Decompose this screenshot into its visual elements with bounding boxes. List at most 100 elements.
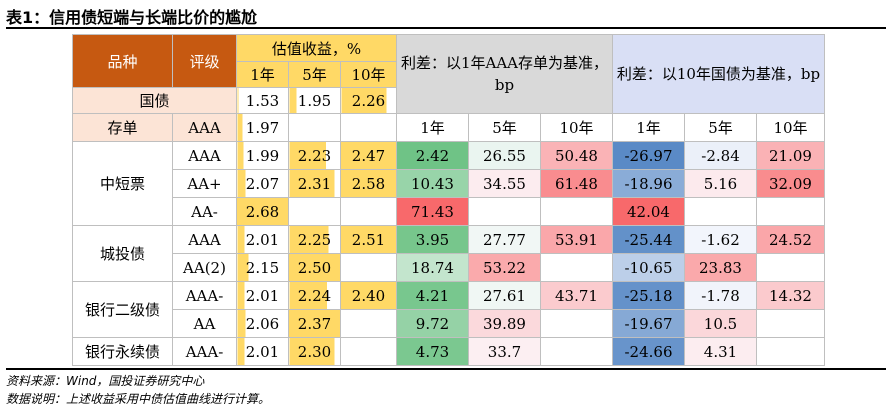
spread-cd-cell: 34.55 xyxy=(468,169,541,198)
spread-gov-cell: -2.84 xyxy=(684,141,757,170)
spread-cd-cell: 4.21 xyxy=(396,281,469,310)
rating-cell: AAA- xyxy=(172,337,237,366)
spread-gov-cell: -26.97 xyxy=(612,141,685,170)
spread-gov-term: 5年 xyxy=(684,113,757,142)
spread-table: 品种 评级 估值收益，% 利差：以1年AAA存单为基准，bp 利差：以10年国债为基准，… xyxy=(72,34,825,366)
spread-cd-term: 10年 xyxy=(540,113,613,142)
spread-cd-cell: 2.42 xyxy=(396,141,469,170)
cd-yield-empty xyxy=(340,113,397,142)
spread-gov-cell xyxy=(756,197,825,226)
spread-cd-cell: 27.61 xyxy=(468,281,541,310)
yield-cell xyxy=(340,197,397,226)
yield-cell: 2.31 xyxy=(288,169,341,198)
title-rule xyxy=(6,27,886,29)
data-note: 数据说明：上述收益采用中债估值曲线进行计算。 xyxy=(6,392,271,406)
spread-gov-cell: -1.62 xyxy=(684,225,757,254)
cd-rating: AAA xyxy=(172,113,237,142)
spread-gov-cell: 14.32 xyxy=(756,281,825,310)
spread-cd-cell: 27.77 xyxy=(468,225,541,254)
variety-label: 城投债 xyxy=(72,225,173,282)
variety-label: 中短票 xyxy=(72,141,173,226)
spread-cd-cell: 53.22 xyxy=(468,253,541,282)
spread-cd-cell: 50.48 xyxy=(540,141,613,170)
spread-cd-cell: 9.72 xyxy=(396,309,469,338)
variety-label: 银行二级债 xyxy=(72,281,173,338)
yield-cell xyxy=(340,253,397,282)
cd-yield-empty xyxy=(288,113,341,142)
source-note: 资料来源：Wind，国投证券研究中心 xyxy=(6,374,205,388)
yield-cell: 2.25 xyxy=(288,225,341,254)
cd-label: 存单 xyxy=(72,113,173,142)
spread-cd-term: 5年 xyxy=(468,113,541,142)
cd-yield: 1.97 xyxy=(236,113,289,142)
spread-gov-cell: -19.67 xyxy=(612,309,685,338)
header-spread-cd: 利差：以1年AAA存单为基准，bp xyxy=(396,34,613,114)
yield-cell: 2.15 xyxy=(236,253,289,282)
spread-cd-cell: 43.71 xyxy=(540,281,613,310)
rating-cell: AA(2) xyxy=(172,253,237,282)
spread-cd-cell: 39.89 xyxy=(468,309,541,338)
spread-gov-cell: -10.65 xyxy=(612,253,685,282)
spread-gov-cell: 24.52 xyxy=(756,225,825,254)
yield-cell: 2.01 xyxy=(236,225,289,254)
header-term: 10年 xyxy=(340,61,397,88)
gov-yield: 2.26 xyxy=(340,87,397,114)
spread-gov-cell: -18.96 xyxy=(612,169,685,198)
spread-cd-cell: 18.74 xyxy=(396,253,469,282)
yield-cell: 2.58 xyxy=(340,169,397,198)
yield-cell: 2.01 xyxy=(236,281,289,310)
spread-cd-cell: 53.91 xyxy=(540,225,613,254)
spread-gov-cell xyxy=(756,253,825,282)
spread-gov-cell: 21.09 xyxy=(756,141,825,170)
rating-cell: AA xyxy=(172,309,237,338)
rating-cell: AAA xyxy=(172,141,237,170)
yield-cell: 2.07 xyxy=(236,169,289,198)
spread-gov-cell: -24.66 xyxy=(612,337,685,366)
spread-gov-cell: -25.44 xyxy=(612,225,685,254)
rating-cell: AA+ xyxy=(172,169,237,198)
spread-gov-cell xyxy=(684,197,757,226)
spread-gov-cell: 42.04 xyxy=(612,197,685,226)
yield-cell: 2.40 xyxy=(340,281,397,310)
spread-gov-cell: 23.83 xyxy=(684,253,757,282)
yield-cell: 2.37 xyxy=(288,309,341,338)
spread-gov-cell: 32.09 xyxy=(756,169,825,198)
spread-cd-cell xyxy=(468,197,541,226)
spread-gov-term: 10年 xyxy=(756,113,825,142)
spread-cd-cell xyxy=(540,253,613,282)
header-yield: 估值收益，% xyxy=(236,34,397,62)
rating-cell: AAA xyxy=(172,225,237,254)
spread-gov-cell: 5.16 xyxy=(684,169,757,198)
yield-cell: 1.99 xyxy=(236,141,289,170)
yield-cell xyxy=(340,337,397,366)
spread-cd-cell xyxy=(540,197,613,226)
yield-cell: 2.50 xyxy=(288,253,341,282)
header-spread-gov: 利差：以10年国债为基准，bp xyxy=(612,34,825,114)
rating-cell: AAA- xyxy=(172,281,237,310)
yield-cell: 2.24 xyxy=(288,281,341,310)
yield-cell: 2.51 xyxy=(340,225,397,254)
spread-gov-cell xyxy=(756,309,825,338)
yield-cell: 2.30 xyxy=(288,337,341,366)
spread-cd-cell: 10.43 xyxy=(396,169,469,198)
spread-cd-cell: 4.73 xyxy=(396,337,469,366)
header-term: 5年 xyxy=(288,61,341,88)
spread-gov-cell: -1.78 xyxy=(684,281,757,310)
table-title: 表1：信用债短端与长端比价的尴尬 xyxy=(6,8,258,27)
yield-cell: 2.23 xyxy=(288,141,341,170)
yield-cell: 2.01 xyxy=(236,337,289,366)
variety-label: 银行永续债 xyxy=(72,337,173,366)
yield-cell xyxy=(340,309,397,338)
yield-cell: 2.47 xyxy=(340,141,397,170)
rating-cell: AA- xyxy=(172,197,237,226)
spread-gov-term: 1年 xyxy=(612,113,685,142)
header-term: 1年 xyxy=(236,61,289,88)
spread-cd-cell: 61.48 xyxy=(540,169,613,198)
header-variety: 品种 xyxy=(72,34,173,88)
spread-cd-cell xyxy=(540,309,613,338)
header-rating: 评级 xyxy=(172,34,237,88)
yield-cell xyxy=(288,197,341,226)
spread-gov-cell: 10.5 xyxy=(684,309,757,338)
spread-cd-cell: 26.55 xyxy=(468,141,541,170)
spread-gov-cell xyxy=(756,337,825,366)
